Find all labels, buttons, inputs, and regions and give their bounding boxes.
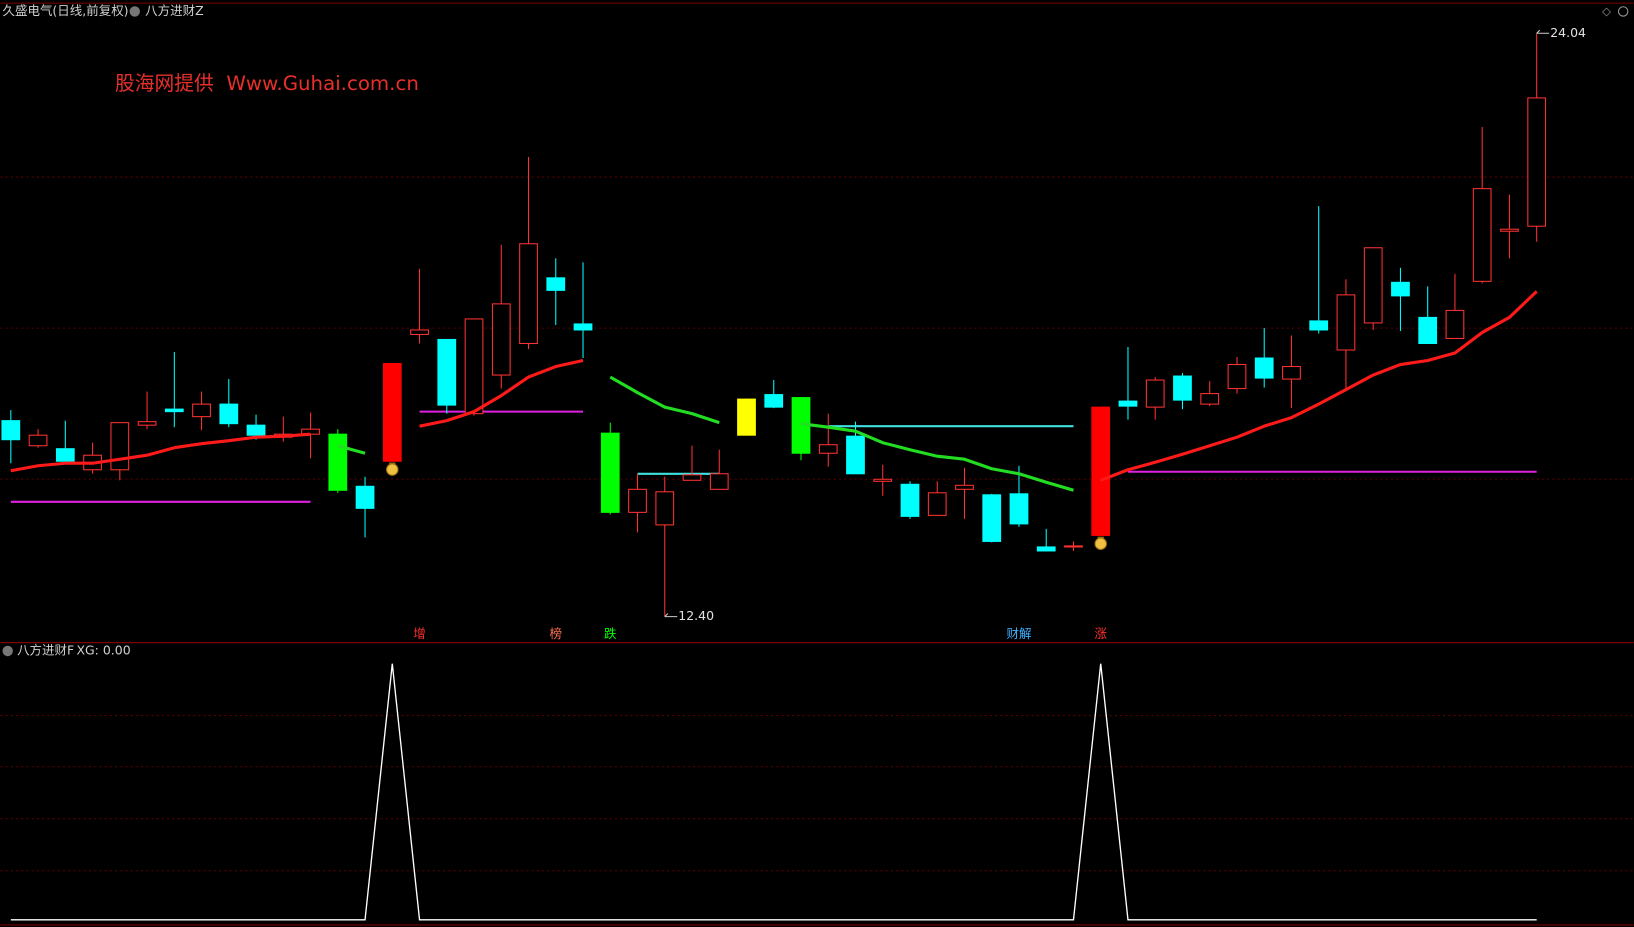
candle-body [1309, 320, 1329, 331]
signal-label: 财解 [1006, 626, 1031, 641]
signal-label: 增 [413, 626, 425, 641]
candle-body [192, 403, 211, 418]
candle-body [1391, 281, 1410, 297]
candle-body [982, 494, 1002, 542]
candle-body [873, 478, 893, 482]
candle-body [1173, 375, 1192, 401]
candle-body [355, 485, 375, 509]
candle-body [846, 435, 865, 475]
candle-body [682, 474, 702, 481]
moving-average [10, 290, 1538, 482]
candle-body [1064, 545, 1083, 548]
candle-body [328, 433, 348, 491]
high-label: 24.04 [1550, 25, 1586, 40]
candle-body [573, 323, 593, 331]
signal-icon [1094, 537, 1107, 550]
candle-body [164, 408, 184, 413]
candle-body [1036, 546, 1056, 552]
candle-body [1091, 406, 1111, 536]
candle-body [546, 277, 566, 291]
candle-body [410, 329, 429, 335]
candle-body [927, 492, 947, 516]
candle-body [1227, 364, 1247, 390]
candle-body [246, 424, 266, 436]
candle-body [1336, 294, 1356, 351]
candle-body [600, 432, 620, 513]
candle-body [519, 243, 538, 344]
candle-body [655, 491, 675, 526]
window-icon[interactable] [1617, 6, 1629, 17]
signal-icon [386, 463, 399, 476]
candle-body [1254, 357, 1274, 379]
label-arrow [1536, 29, 1550, 34]
candle-body [110, 422, 130, 471]
candle-body [1527, 97, 1547, 227]
label-arrow [664, 613, 678, 618]
candle-body [1009, 493, 1029, 525]
moving-average [337, 375, 1074, 492]
candle-body [1282, 366, 1301, 380]
candle-body [1418, 316, 1438, 344]
candle-body [628, 488, 647, 513]
candle-body [464, 318, 484, 415]
candle-body [55, 448, 75, 462]
watermark: 股海网提供 Www.Guhai.com.cn [115, 72, 419, 95]
candle-body [1, 420, 21, 441]
candle-body [1445, 309, 1465, 339]
panel-subtitle: XG: 0.00 [76, 642, 130, 657]
candle-body [437, 338, 457, 406]
candle-body [219, 403, 239, 425]
toggle-icon[interactable] [2, 645, 13, 657]
candle-body [1363, 247, 1383, 324]
candle-body [1200, 393, 1220, 405]
toggle-icon[interactable] [129, 6, 140, 17]
candle-body [955, 484, 974, 490]
signal-label: 榜 [550, 626, 562, 641]
candle-body [737, 398, 756, 436]
panel-title: 八方进财F [17, 642, 74, 657]
window-icon[interactable]: ◇ [1602, 4, 1611, 18]
candle-body [709, 473, 729, 490]
candle-body [1145, 379, 1165, 408]
candle-body [900, 483, 920, 517]
candle-body [818, 444, 838, 454]
candle-body [1472, 188, 1492, 282]
candle-body [491, 303, 511, 376]
grid [0, 176, 1634, 872]
low-label: 12.40 [678, 608, 714, 623]
candle-body [1500, 228, 1519, 232]
candle-body [1118, 400, 1138, 407]
candle-body [382, 363, 402, 462]
signal-line [10, 663, 1537, 921]
indicator-name: 八方进财Z [145, 3, 203, 18]
candle-body [764, 394, 784, 408]
stock-title: 久盛电气(日线,前复权) [2, 3, 128, 18]
candle-body [28, 434, 48, 447]
candle-body [137, 421, 157, 426]
signal-label: 跌 [604, 626, 617, 641]
signal-label: 涨 [1094, 626, 1107, 641]
